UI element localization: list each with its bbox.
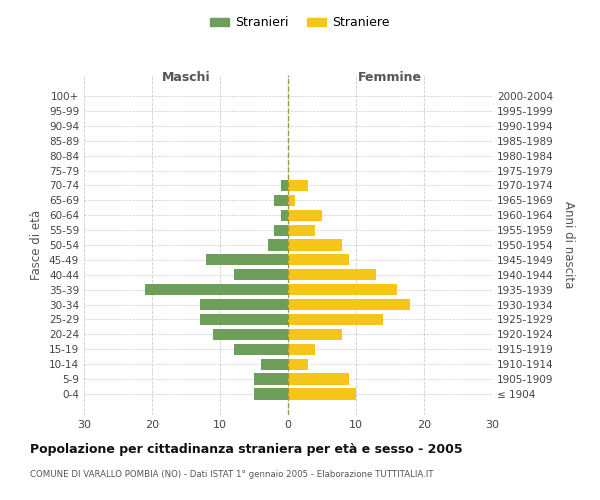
Bar [288, 374, 349, 384]
Bar [288, 388, 356, 400]
Bar [200, 299, 288, 310]
Bar [288, 224, 315, 235]
Text: Popolazione per cittadinanza straniera per età e sesso - 2005: Popolazione per cittadinanza straniera p… [30, 442, 463, 456]
Bar [288, 329, 343, 340]
Bar [145, 284, 288, 296]
Bar [288, 284, 397, 296]
Bar [268, 240, 288, 250]
Bar [288, 240, 343, 250]
Bar [200, 314, 288, 325]
Y-axis label: Fasce di età: Fasce di età [31, 210, 43, 280]
Text: Femmine: Femmine [358, 71, 422, 84]
Text: COMUNE DI VARALLO POMBIA (NO) - Dati ISTAT 1° gennaio 2005 - Elaborazione TUTTIT: COMUNE DI VARALLO POMBIA (NO) - Dati IST… [30, 470, 433, 479]
Bar [281, 180, 288, 191]
Bar [288, 299, 410, 310]
Bar [274, 224, 288, 235]
Bar [254, 388, 288, 400]
Bar [254, 374, 288, 384]
Bar [288, 314, 383, 325]
Bar [288, 194, 295, 206]
Bar [288, 358, 308, 370]
Y-axis label: Anni di nascita: Anni di nascita [562, 202, 575, 288]
Bar [213, 329, 288, 340]
Bar [288, 344, 315, 355]
Bar [233, 344, 288, 355]
Bar [288, 180, 308, 191]
Bar [274, 194, 288, 206]
Bar [206, 254, 288, 266]
Legend: Stranieri, Straniere: Stranieri, Straniere [205, 11, 395, 34]
Bar [261, 358, 288, 370]
Bar [233, 269, 288, 280]
Bar [288, 210, 322, 221]
Bar [288, 269, 376, 280]
Text: Maschi: Maschi [161, 71, 211, 84]
Bar [281, 210, 288, 221]
Bar [288, 254, 349, 266]
